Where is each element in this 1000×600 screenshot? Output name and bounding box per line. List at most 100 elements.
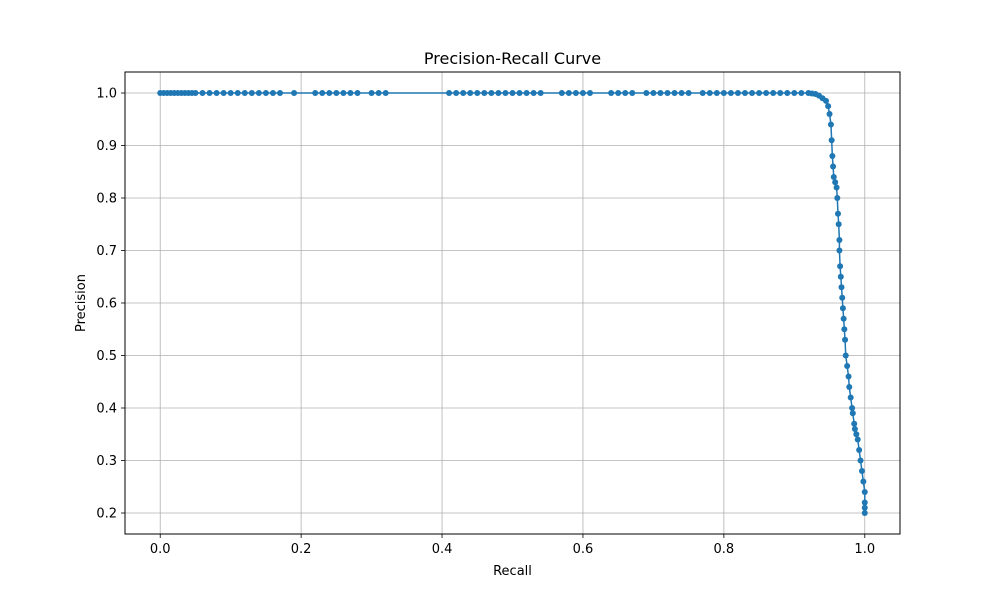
pr-curve-point: [842, 352, 849, 359]
pr-curve-point: [837, 273, 844, 280]
pr-curve-point: [495, 90, 502, 96]
pr-curve-point: [798, 90, 805, 96]
pr-curve-point: [488, 90, 495, 96]
pr-curve-point: [842, 336, 849, 343]
pr-curve-point: [763, 90, 770, 96]
pr-curve-point: [579, 90, 586, 96]
pr-curve-point: [832, 179, 839, 186]
pr-curve-point: [742, 90, 748, 96]
pr-curve-point: [516, 90, 523, 96]
pr-curve-point: [523, 90, 530, 96]
pr-curve-point: [835, 210, 841, 217]
pr-curve-point: [833, 184, 840, 191]
pr-curve-point: [853, 431, 860, 438]
pr-curve-point: [220, 90, 227, 96]
pr-curve-point: [537, 90, 544, 96]
pr-curve-point: [622, 90, 629, 96]
pr-curve-point: [572, 90, 579, 96]
x-axis-label: Recall: [493, 564, 532, 579]
x-tick-label: 0.4: [432, 542, 453, 557]
pr-curve-point: [671, 90, 678, 96]
pr-curve-point: [347, 90, 354, 96]
pr-curve-point: [839, 294, 846, 301]
pr-curve-point: [481, 90, 488, 96]
pr-curve-point: [474, 90, 481, 96]
pr-curve-point: [849, 405, 856, 411]
pr-curve-point: [502, 90, 509, 96]
pr-curve-point: [756, 90, 763, 96]
grid-layer: [125, 72, 900, 534]
x-tick-label: 0.0: [150, 542, 171, 557]
y-tick-label: 0.7: [96, 244, 117, 259]
x-tick-label: 0.6: [573, 542, 594, 557]
x-tick-label: 0.8: [714, 542, 735, 557]
pr-curve-point: [828, 137, 835, 144]
pr-curve-point: [847, 394, 854, 401]
x-tick-label: 1.0: [854, 542, 875, 557]
pr-curve-point: [830, 174, 837, 180]
pr-curve-point: [829, 153, 836, 159]
pr-curve-point: [858, 468, 865, 474]
pr-curve-point: [326, 90, 333, 96]
pr-curve-point: [825, 103, 832, 110]
pr-curve-point: [836, 237, 843, 243]
pr-curve-point: [838, 284, 845, 291]
pr-curve-point: [340, 90, 347, 96]
y-axis-label: Precision: [74, 274, 89, 332]
x-tick-label: 0.2: [291, 542, 312, 557]
pr-curve-point: [446, 90, 453, 96]
pr-curve-point: [861, 510, 868, 516]
pr-curve-point: [791, 90, 798, 96]
pr-curve-point: [629, 90, 636, 96]
pr-curve-point: [713, 90, 720, 96]
pr-curve-point: [382, 90, 389, 96]
pr-curve-point: [467, 90, 474, 96]
pr-curve-point: [565, 90, 572, 96]
pr-curve-point: [333, 90, 340, 96]
y-tick-label: 0.3: [96, 454, 117, 469]
pr-curve-point: [699, 90, 706, 96]
pr-curve-point: [837, 263, 844, 270]
pr-curve-point: [857, 457, 864, 464]
pr-curve-point: [834, 195, 841, 201]
pr-curve-point: [861, 504, 868, 511]
pr-curve-point: [375, 90, 382, 96]
pr-curve-point: [558, 90, 565, 96]
pr-curve-point: [199, 90, 206, 96]
pr-curve-point: [460, 90, 467, 96]
y-tick-label: 0.2: [96, 507, 117, 522]
pr-curve-point: [664, 90, 671, 96]
pr-curve-point: [685, 90, 692, 96]
tick-layer: 0.0 0.2 0.4 0.6 0.8 1.0 0.2 0.3 0.4 0.5 0.6 0.7 0.8 0…: [96, 87, 875, 558]
pr-curve-point: [234, 90, 241, 96]
pr-curve-point: [827, 121, 834, 128]
data-layer: [157, 90, 868, 516]
pr-curve-point: [836, 247, 843, 254]
pr-curve-point: [453, 90, 460, 96]
pr-curve-point: [269, 90, 276, 96]
y-tick-label: 1.0: [96, 87, 117, 102]
y-tick-label: 0.5: [96, 349, 117, 364]
pr-curve-point: [839, 305, 846, 312]
pr-curve-point: [734, 90, 741, 96]
pr-curve-point: [368, 90, 375, 96]
pr-curve-point: [213, 90, 220, 96]
pr-curve-point: [861, 499, 868, 506]
pr-curve-point: [291, 90, 298, 96]
pr-curve-point: [861, 489, 868, 495]
pr-curve-point: [826, 111, 833, 117]
pr-curve-point: [777, 90, 784, 96]
pr-curve-point: [206, 90, 213, 96]
pr-curve-point: [849, 410, 856, 417]
pr-curve-point: [262, 90, 269, 96]
pr-curve-point: [248, 90, 255, 96]
pr-curve-point: [650, 90, 657, 96]
chart-title: Precision-Recall Curve: [424, 49, 601, 68]
pr-curve-point: [851, 426, 858, 432]
pr-curve-point: [841, 326, 848, 333]
y-tick-label: 0.8: [96, 192, 117, 207]
pr-curve-point: [856, 447, 863, 453]
pr-curve-point: [851, 420, 858, 427]
